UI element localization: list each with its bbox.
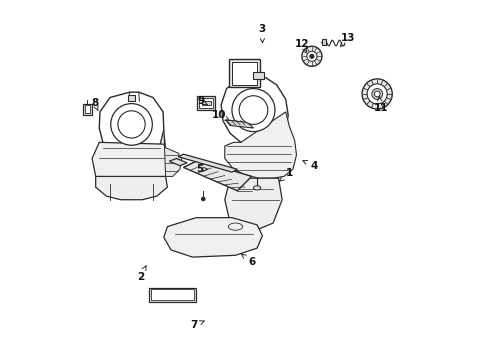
Text: 9: 9 — [197, 96, 207, 106]
Bar — [128, 95, 135, 101]
Ellipse shape — [373, 91, 379, 97]
Polygon shape — [163, 218, 262, 257]
Ellipse shape — [366, 84, 386, 104]
Bar — [253, 72, 264, 79]
Polygon shape — [221, 78, 287, 145]
Polygon shape — [96, 176, 167, 200]
Bar — [321, 40, 325, 45]
Polygon shape — [99, 92, 163, 158]
Bar — [149, 288, 196, 302]
Polygon shape — [224, 112, 296, 178]
Ellipse shape — [231, 89, 274, 132]
Ellipse shape — [118, 111, 145, 138]
Bar — [84, 105, 90, 113]
Ellipse shape — [110, 104, 152, 145]
Bar — [229, 59, 259, 87]
Bar — [202, 101, 210, 105]
Ellipse shape — [309, 54, 313, 58]
Ellipse shape — [362, 79, 391, 109]
Polygon shape — [224, 178, 282, 232]
Text: 8: 8 — [91, 98, 98, 111]
Text: 7: 7 — [190, 320, 204, 330]
Polygon shape — [92, 142, 171, 184]
Ellipse shape — [301, 46, 321, 66]
Text: 1: 1 — [279, 168, 292, 181]
Text: 13: 13 — [340, 33, 355, 46]
Text: 10: 10 — [212, 111, 229, 121]
Bar — [151, 289, 194, 300]
Text: 3: 3 — [258, 24, 265, 42]
Text: 11: 11 — [373, 96, 387, 113]
Bar — [232, 62, 256, 85]
Polygon shape — [225, 120, 253, 128]
Text: 4: 4 — [302, 161, 318, 171]
Ellipse shape — [201, 197, 204, 201]
Polygon shape — [178, 154, 237, 172]
Ellipse shape — [239, 96, 267, 125]
Ellipse shape — [253, 186, 260, 190]
Bar — [83, 104, 92, 115]
Text: 2: 2 — [137, 265, 146, 282]
Polygon shape — [183, 160, 251, 191]
Ellipse shape — [371, 89, 382, 99]
Polygon shape — [163, 130, 182, 176]
Text: 5: 5 — [196, 164, 207, 174]
Ellipse shape — [306, 51, 316, 61]
Bar — [197, 96, 215, 110]
Polygon shape — [169, 158, 187, 166]
Text: 6: 6 — [241, 254, 255, 267]
Bar — [199, 98, 213, 108]
Text: 12: 12 — [294, 39, 308, 52]
